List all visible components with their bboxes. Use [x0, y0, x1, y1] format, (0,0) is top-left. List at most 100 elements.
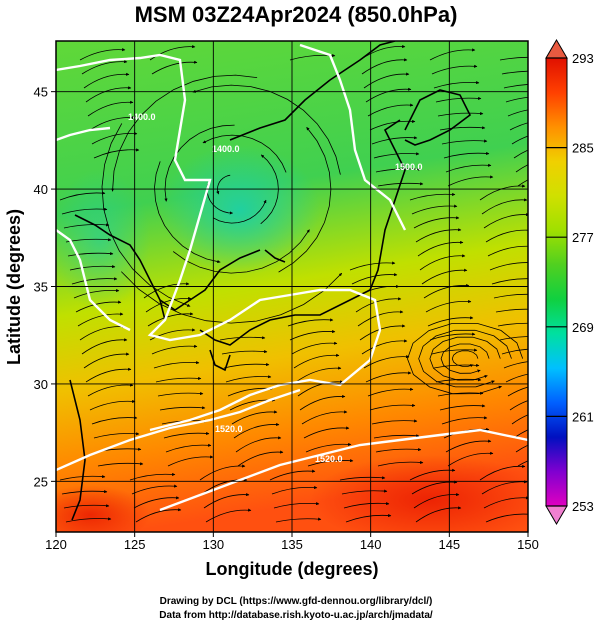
y-tick-label: 40: [34, 182, 48, 197]
streamline: [297, 380, 344, 397]
streamline: [81, 338, 128, 355]
streamline: [413, 216, 460, 229]
streamline: [501, 348, 528, 355]
colorbar-tick-label: 261: [572, 409, 594, 424]
streamline: [435, 96, 482, 103]
x-axis-label: Longitude (degrees): [205, 559, 378, 579]
colorbar-tick-label: 269: [572, 320, 594, 335]
height-contours: [56, 43, 528, 512]
streamline: [205, 508, 252, 523]
streamline: [363, 355, 410, 369]
streamline: [291, 341, 338, 355]
streamline: [367, 103, 414, 117]
x-tick-label: 140: [360, 537, 382, 552]
streamline: [515, 444, 528, 453]
streamline: [429, 48, 476, 61]
streamline: [363, 72, 410, 89]
streamline: [129, 472, 176, 481]
streamline: [425, 299, 472, 313]
streamline: [79, 48, 126, 61]
cool-region: [160, 145, 320, 275]
streamline: [489, 262, 528, 271]
streamline: [499, 336, 528, 341]
streamline: [369, 119, 416, 131]
streamline: [429, 332, 476, 341]
streamline: [149, 45, 196, 61]
contour-label: 1400.0: [212, 144, 240, 154]
streamline: [517, 179, 528, 187]
streamline: [513, 149, 528, 159]
lat-lon-grid: [56, 41, 528, 532]
streamline: [367, 387, 414, 397]
streamline: [91, 416, 138, 425]
streamline: [365, 371, 412, 383]
colorbar-tick-label: 253: [572, 499, 594, 514]
contour-label: 1400.0: [128, 112, 156, 122]
streamline: [85, 86, 132, 103]
streamline: [223, 362, 270, 369]
streamline: [437, 111, 484, 117]
streamline: [483, 212, 528, 229]
streamline: [447, 451, 494, 467]
y-axis-label: Latitude (degrees): [4, 209, 24, 365]
contour-label: 1500.0: [395, 162, 423, 172]
streamline: [495, 308, 528, 313]
streamline: [145, 296, 192, 313]
streamline: [154, 161, 221, 264]
streamline: [427, 316, 474, 327]
x-tick-label: 130: [202, 537, 224, 552]
streamline: [431, 348, 478, 355]
streamline: [505, 373, 528, 383]
streamline: [85, 367, 132, 383]
streamline: [149, 328, 196, 341]
streamline: [413, 492, 460, 509]
streamline: [101, 123, 191, 307]
credit-drawing: Drawing by DCL (https://www.gfd-dennou.o…: [160, 596, 433, 607]
streamline: [511, 135, 528, 145]
streamline: [485, 512, 528, 523]
streamline: [501, 70, 528, 75]
streamline: [513, 429, 528, 439]
streamline: [497, 322, 528, 327]
streamline: [409, 468, 456, 481]
streamline: [503, 84, 528, 89]
streamline: [517, 460, 528, 467]
streamline: [505, 96, 528, 103]
streamline: [87, 100, 134, 117]
streamline: [93, 148, 140, 159]
streamline: [73, 288, 120, 299]
streamline: [439, 404, 486, 411]
streamline: [415, 506, 462, 523]
streamline: [213, 199, 267, 224]
x-tick-label: 145: [438, 537, 460, 552]
streamline: [481, 480, 528, 495]
streamline: [91, 131, 138, 145]
streamline: [65, 517, 112, 523]
plot-area: 1400.0 1400.0 1520.0 1520.0 1500.0: [56, 41, 528, 532]
streamline: [435, 378, 482, 383]
streamline: [192, 84, 341, 175]
streamline: [371, 419, 418, 425]
streamline: [225, 375, 272, 383]
streamline: [345, 513, 392, 523]
streamline: [203, 492, 250, 509]
x-tick-label: 125: [124, 537, 146, 552]
streamline: [151, 344, 198, 355]
streamline: [75, 300, 122, 313]
streamline: [507, 109, 528, 117]
warm-region: [310, 455, 528, 532]
streamline: [221, 349, 268, 355]
streamline: [339, 476, 386, 481]
streamline: [341, 489, 388, 495]
colorbar-lower-arrow: [545, 505, 568, 525]
credit-data: Data from http://database.rish.kyoto-u.a…: [159, 610, 433, 621]
streamline: [167, 455, 214, 467]
streamline: [199, 464, 246, 481]
contour-labels: 1400.0 1400.0 1520.0 1520.0 1500.0: [128, 112, 423, 464]
streamline: [289, 329, 336, 341]
streamline: [361, 339, 408, 355]
streamline: [509, 400, 528, 411]
streamline: [165, 443, 212, 453]
streamline: [157, 391, 204, 397]
streamline: [377, 460, 424, 467]
